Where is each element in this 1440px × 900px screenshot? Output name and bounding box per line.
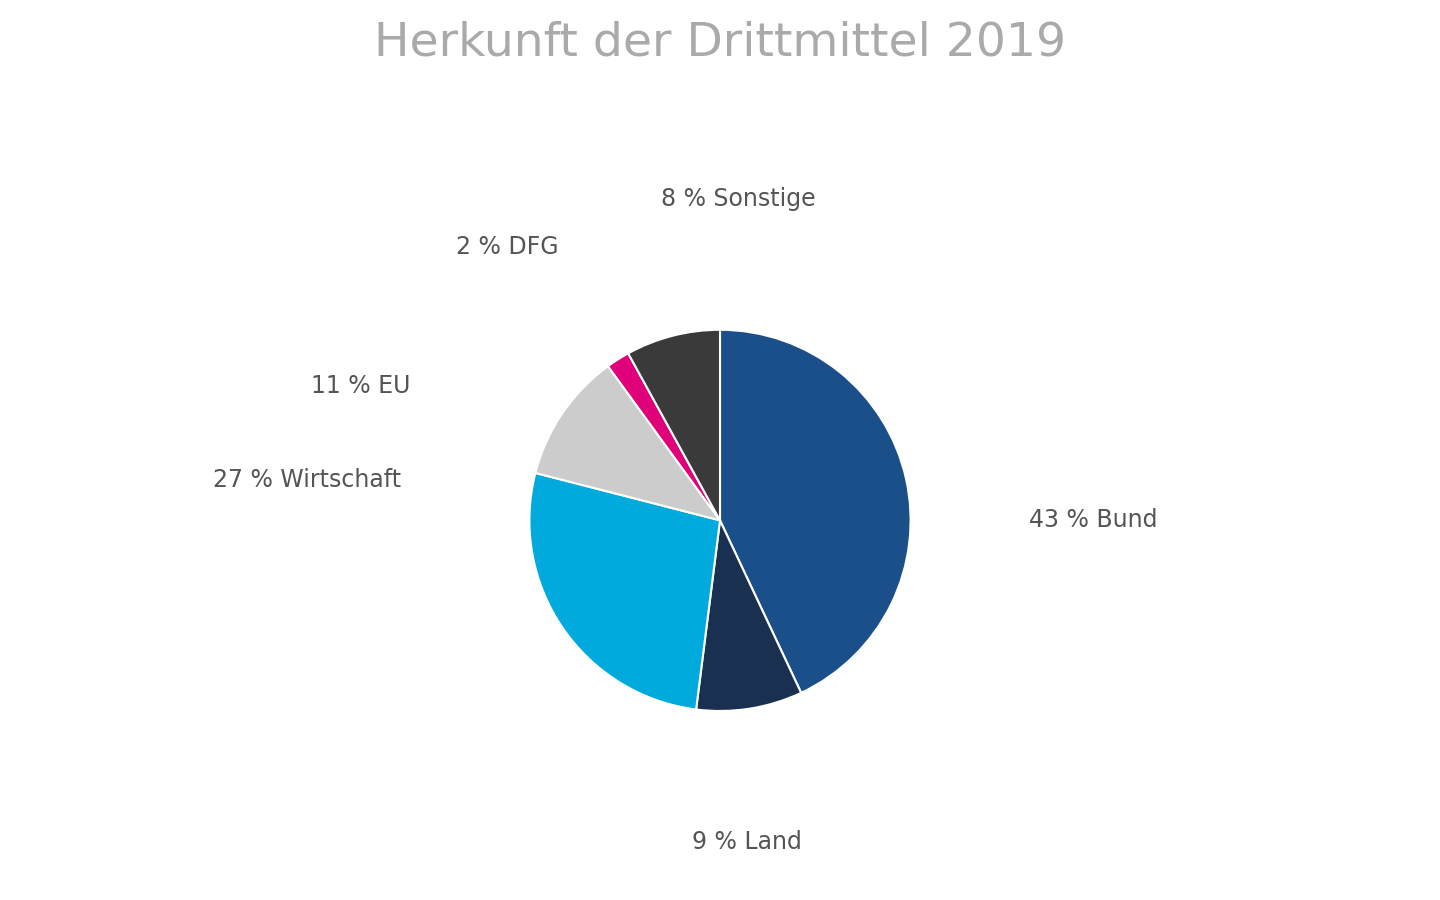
Text: 27 % Wirtschaft: 27 % Wirtschaft — [213, 468, 402, 492]
Wedge shape — [530, 473, 720, 709]
Text: 8 % Sonstige: 8 % Sonstige — [661, 187, 815, 211]
Text: 43 % Bund: 43 % Bund — [1030, 508, 1158, 533]
Text: 11 % EU: 11 % EU — [311, 374, 410, 398]
Text: 9 % Land: 9 % Land — [693, 830, 802, 854]
Text: 2 % DFG: 2 % DFG — [456, 235, 559, 259]
Wedge shape — [720, 329, 910, 693]
Wedge shape — [628, 329, 720, 520]
Wedge shape — [608, 354, 720, 520]
Wedge shape — [536, 366, 720, 520]
Wedge shape — [696, 520, 801, 711]
Title: Herkunft der Drittmittel 2019: Herkunft der Drittmittel 2019 — [374, 21, 1066, 66]
